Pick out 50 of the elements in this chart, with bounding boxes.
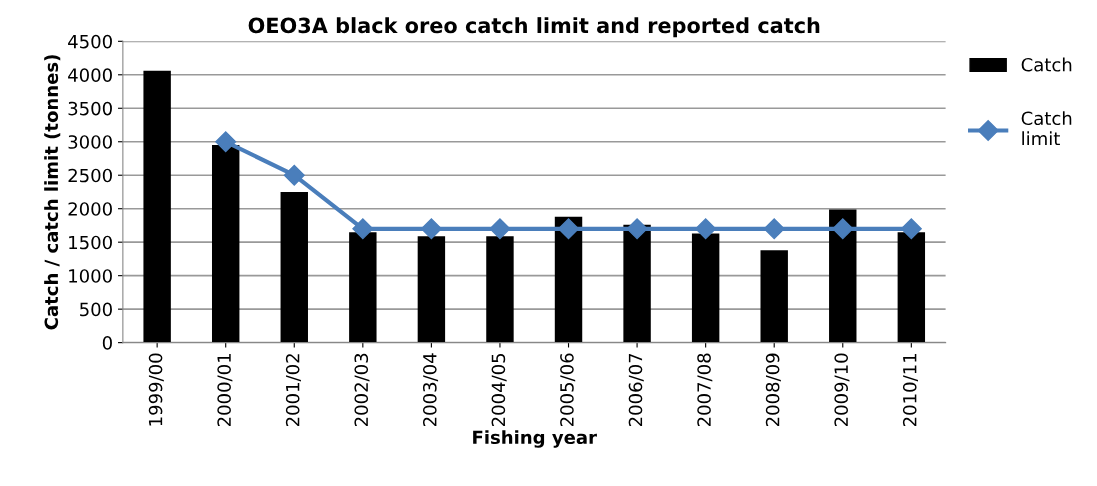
point (763, 218, 785, 240)
x-tick-label: 1999/00 (148, 353, 164, 426)
bar (760, 250, 788, 343)
x-tick-label: 2001/02 (285, 354, 301, 427)
bar (691, 233, 720, 343)
y-tick-label: 3000 (68, 135, 112, 149)
point (900, 218, 922, 240)
y-tick-label: 1000 (69, 269, 112, 283)
x-tick-label: 2007/08 (697, 353, 713, 427)
y-tick-label: 3500 (68, 101, 112, 116)
bar (486, 236, 514, 343)
bar (349, 232, 377, 343)
y-tick-label: 1500 (69, 235, 112, 250)
point (283, 164, 305, 186)
bar (143, 70, 171, 343)
point (832, 218, 854, 240)
bar (212, 145, 240, 343)
y-tick-label: 4000 (68, 68, 112, 82)
bar (417, 236, 446, 343)
point (626, 218, 648, 240)
point (352, 218, 374, 240)
x-tick-label: 2008/09 (765, 353, 781, 427)
x-tick-label: 2006/07 (628, 353, 644, 427)
legend-label: Catch limit (1021, 111, 1072, 146)
point (489, 218, 511, 240)
x-tick-label: 2004/05 (491, 353, 507, 427)
bar (554, 216, 583, 343)
y-tick-label: 2500 (68, 168, 112, 183)
point (558, 218, 580, 240)
bar (897, 232, 926, 343)
y-tick-label: 0 (102, 336, 112, 350)
bar (280, 191, 308, 343)
x-tick-label: 2010/11 (902, 354, 918, 427)
y-tick-label: 4500 (68, 34, 112, 49)
x-tick-label: 2003/04 (422, 353, 439, 427)
chart-title: OEO3A black oreo catch limit and reported catch (248, 17, 820, 38)
x-tick-label: 2005/06 (560, 353, 576, 427)
point (215, 131, 237, 153)
x-axis-title: Fishing year (473, 430, 597, 448)
bar (829, 209, 857, 343)
x-tick-label: 2002/03 (354, 353, 370, 427)
legend-label: Catch (1021, 57, 1072, 72)
x-tick-label: 2009/10 (834, 353, 850, 427)
bar (623, 224, 651, 343)
y-axis-title: Catch / catch limit (tonnes) (44, 55, 61, 330)
point (420, 218, 442, 240)
y-tick-label: 2000 (68, 202, 112, 216)
x-tick-label: 2000/01 (217, 354, 233, 427)
y-tick-label: 500 (80, 302, 112, 317)
point (695, 218, 717, 240)
